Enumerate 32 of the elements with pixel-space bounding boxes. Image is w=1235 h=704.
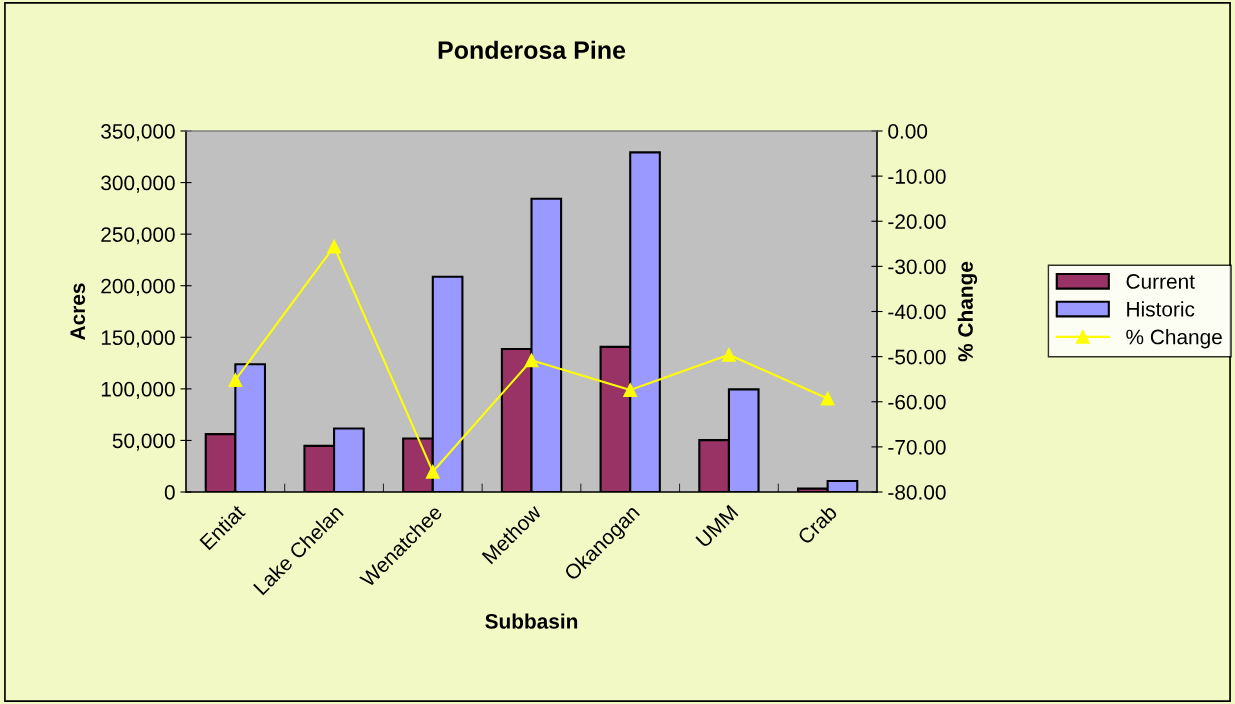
y2-tick-label: -10.00 xyxy=(888,169,946,184)
point xyxy=(425,464,440,479)
legend-label: % Change xyxy=(1126,329,1222,349)
y2-axis-title: % Change xyxy=(957,261,978,362)
point xyxy=(820,391,835,406)
x-tick-label: Crab xyxy=(796,503,838,546)
y-tick-label: 250,000 xyxy=(101,227,175,245)
y2-tick-label: -70.00 xyxy=(888,439,946,455)
chart-title: Ponderosa Pine xyxy=(438,40,626,60)
y-tick-label: 0 xyxy=(164,485,175,500)
legend-label: Historic xyxy=(1127,301,1195,317)
y-tick-label: 100,000 xyxy=(101,381,175,400)
y2-tick-label: -40.00 xyxy=(888,304,946,320)
legend-label: Current xyxy=(1126,274,1195,289)
point xyxy=(327,239,342,254)
x-axis-title: Subbasin xyxy=(485,613,578,629)
y2-tick-label: 0.00 xyxy=(888,124,928,139)
point xyxy=(524,353,539,368)
point xyxy=(721,347,736,362)
y-tick-label: 150,000 xyxy=(101,330,175,348)
y2-tick-label: -20.00 xyxy=(888,214,946,229)
y-tick-label: 300,000 xyxy=(101,175,175,193)
point xyxy=(228,373,243,388)
y2-tick-label: -50.00 xyxy=(888,349,946,365)
y-tick-label: 350,000 xyxy=(101,124,175,142)
y2-tick-label: -60.00 xyxy=(888,394,946,410)
y2-tick-label: -80.00 xyxy=(888,485,946,500)
point xyxy=(623,383,638,397)
y-tick-label: 200,000 xyxy=(101,278,175,296)
y2-tick-label: -30.00 xyxy=(888,259,946,275)
y-tick-label: 50,000 xyxy=(112,433,175,451)
y-axis-title: Acres xyxy=(70,283,86,340)
